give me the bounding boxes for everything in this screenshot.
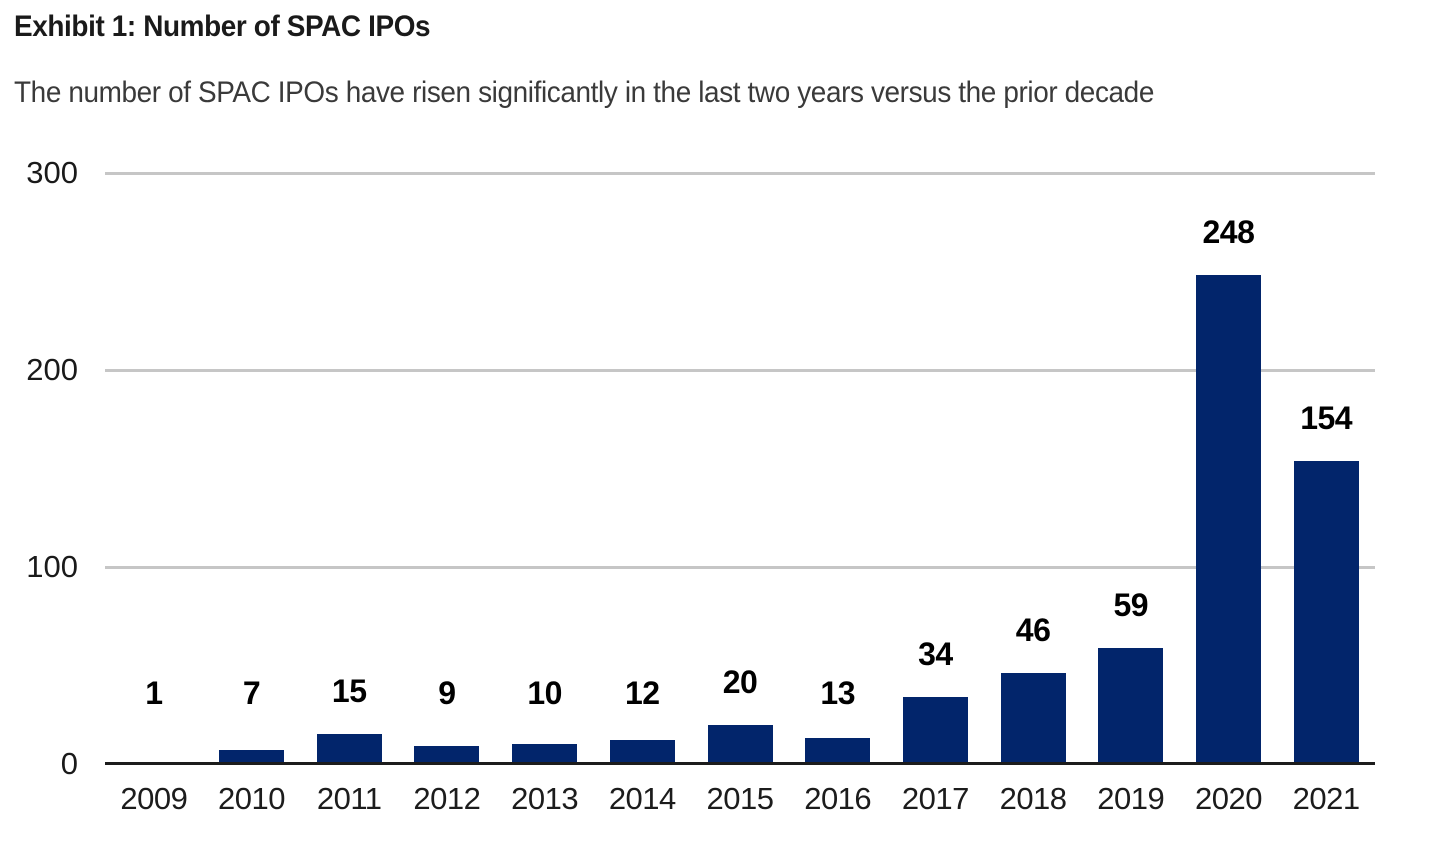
bar-value-label-2016: 13	[820, 675, 855, 711]
x-tick-label-2019: 2019	[1097, 781, 1165, 816]
bar-2019	[1098, 647, 1164, 764]
bar-2017	[902, 697, 968, 764]
bar-2012	[414, 746, 480, 764]
bar-group-2020	[1195, 275, 1261, 764]
bar-2014	[609, 740, 675, 764]
bar-group-2012	[414, 746, 480, 764]
bar-2018	[1000, 673, 1066, 764]
y-axis-labels: 0 100 200 300	[0, 0, 105, 867]
bar-group-2021	[1293, 460, 1359, 764]
bar-value-label-2015: 20	[722, 663, 758, 700]
plot-area: 1 7 15 9 10 12 20 13 34 46 59 248 154	[105, 171, 1375, 765]
bar-group-2013	[512, 744, 578, 764]
bar-value-label-2013: 10	[527, 675, 562, 711]
bar-group-2011	[316, 734, 382, 764]
bar-group-2010	[219, 750, 285, 764]
bar-group-2015	[707, 724, 773, 764]
bar-value-label-2012: 9	[438, 675, 456, 711]
bar-2021	[1293, 460, 1359, 764]
bar-2010	[219, 750, 285, 764]
bar-value-label-2019: 59	[1113, 586, 1149, 623]
bar-group-2016	[805, 738, 871, 764]
bar-group-2018	[1000, 673, 1066, 764]
y-tick-label-0: 0	[60, 746, 78, 781]
bar-value-label-2020: 248	[1202, 214, 1255, 251]
x-tick-label-2009: 2009	[120, 781, 188, 816]
x-tick-label-2011: 2011	[316, 781, 382, 816]
gridline-100	[105, 565, 1375, 569]
bar-value-label-2021: 154	[1300, 399, 1353, 436]
x-tick-label-2014: 2014	[608, 781, 676, 816]
bar-group-2019	[1098, 647, 1164, 764]
gridline-300	[105, 171, 1375, 175]
bar-group-2014	[609, 740, 675, 764]
gridline-200	[105, 368, 1375, 372]
x-tick-label-2018: 2018	[999, 781, 1067, 816]
bar-value-label-2017: 34	[918, 636, 953, 673]
x-tick-label-2021: 2021	[1292, 781, 1360, 816]
bar-value-label-2011: 15	[331, 673, 367, 710]
bar-group-2017	[902, 697, 968, 764]
x-tick-label-2013: 2013	[511, 781, 579, 816]
bar-2016	[805, 738, 871, 764]
bar-2013	[512, 744, 578, 764]
x-tick-label-2017: 2017	[901, 781, 969, 816]
bar-2015	[707, 724, 773, 764]
x-axis-labels: 2009 2010 2011 2012 2013 2014 2015 2016 2017 2018…	[105, 782, 1375, 822]
y-tick-label-300: 300	[26, 155, 78, 190]
x-tick-label-2012: 2012	[413, 781, 481, 816]
x-tick-label-2015: 2015	[706, 781, 774, 816]
x-tick-label-2010: 2010	[218, 781, 286, 816]
bar-2011	[316, 734, 382, 764]
exhibit-title: Exhibit 1: Number of SPAC IPOs	[14, 10, 431, 43]
x-tick-label-2020: 2020	[1194, 781, 1262, 816]
exhibit-subtitle: The number of SPAC IPOs have risen signi…	[14, 76, 1154, 109]
x-tick-label-2016: 2016	[804, 781, 872, 816]
bar-2020	[1195, 275, 1261, 764]
bar-value-label-2010: 7	[242, 675, 261, 711]
y-tick-label-100: 100	[26, 549, 78, 584]
bar-value-label-2018: 46	[1015, 612, 1051, 649]
bar-value-label-2014: 12	[625, 675, 660, 711]
y-tick-label-200: 200	[26, 352, 78, 387]
x-axis-line	[105, 762, 1375, 765]
bar-value-label-2009: 1	[145, 675, 163, 711]
